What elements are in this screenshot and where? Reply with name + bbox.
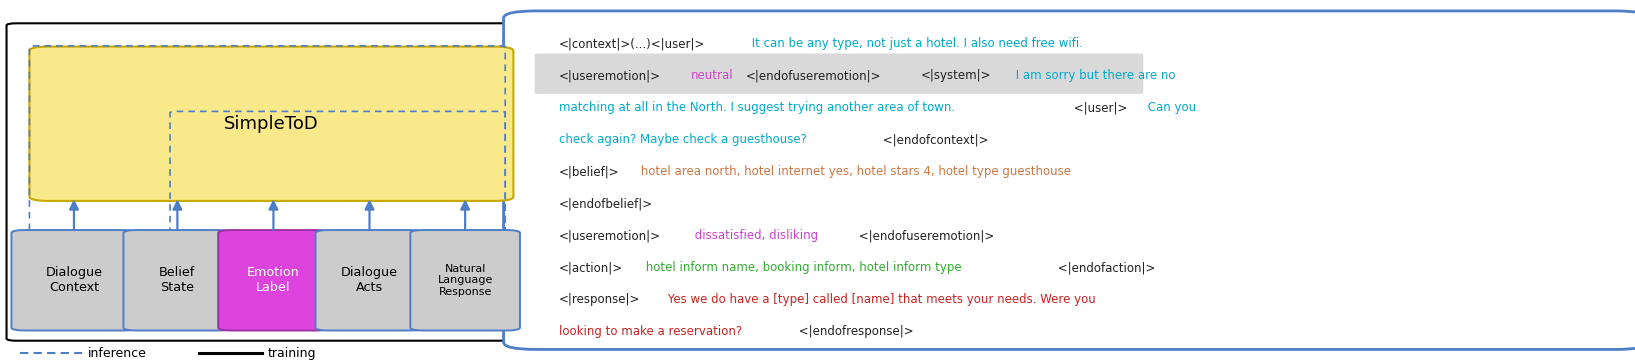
Text: <|endofresponse|>: <|endofresponse|> <box>796 325 914 339</box>
Text: <|belief|>: <|belief|> <box>559 165 620 178</box>
Text: Can you: Can you <box>1144 101 1197 114</box>
Text: inference: inference <box>88 347 147 360</box>
FancyBboxPatch shape <box>410 230 520 331</box>
FancyBboxPatch shape <box>7 23 525 341</box>
Text: <|endofaction|>: <|endofaction|> <box>1055 261 1156 274</box>
FancyBboxPatch shape <box>504 11 1635 349</box>
FancyBboxPatch shape <box>316 230 423 331</box>
Text: <|response|>: <|response|> <box>559 293 641 306</box>
Text: training: training <box>268 347 317 360</box>
Text: <|user|>: <|user|> <box>1071 101 1128 114</box>
Text: <|useremotion|>: <|useremotion|> <box>559 69 661 82</box>
FancyBboxPatch shape <box>535 54 1143 94</box>
Text: I am sorry but there are no: I am sorry but there are no <box>1012 69 1176 82</box>
Text: <|action|>: <|action|> <box>559 261 623 274</box>
Text: hotel inform name, booking inform, hotel inform type: hotel inform name, booking inform, hotel… <box>643 261 961 274</box>
Text: matching at all in the North. I suggest trying another area of town.: matching at all in the North. I suggest … <box>559 101 955 114</box>
Text: SimpleToD: SimpleToD <box>224 115 319 133</box>
Text: check again? Maybe check a guesthouse?: check again? Maybe check a guesthouse? <box>559 133 808 146</box>
Text: Yes we do have a [type] called [name] that meets your needs. Were you: Yes we do have a [type] called [name] th… <box>664 293 1095 306</box>
Text: Belief
State: Belief State <box>159 266 196 294</box>
Text: <|useremotion|>: <|useremotion|> <box>559 229 661 242</box>
Text: <|endofbelief|>: <|endofbelief|> <box>559 197 654 210</box>
Text: looking to make a reservation?: looking to make a reservation? <box>559 325 742 339</box>
FancyBboxPatch shape <box>29 47 513 201</box>
FancyBboxPatch shape <box>217 230 329 331</box>
Text: <|endofcontext|>: <|endofcontext|> <box>880 133 989 146</box>
Text: hotel area north, hotel internet yes, hotel stars 4, hotel type guesthouse: hotel area north, hotel internet yes, ho… <box>638 165 1071 178</box>
Text: Emotion
Label: Emotion Label <box>247 266 299 294</box>
Text: neutral: neutral <box>690 69 734 82</box>
Text: Dialogue
Context: Dialogue Context <box>46 266 103 294</box>
Text: <|system|>: <|system|> <box>921 69 991 82</box>
Text: Natural
Language
Response: Natural Language Response <box>438 264 492 297</box>
Text: <|endofuseremotion|>: <|endofuseremotion|> <box>855 229 994 242</box>
Text: dissatisfied, disliking: dissatisfied, disliking <box>690 229 818 242</box>
Text: Dialogue
Acts: Dialogue Acts <box>342 266 397 294</box>
Text: <|context|>(...)<|user|>: <|context|>(...)<|user|> <box>559 37 706 50</box>
FancyBboxPatch shape <box>11 230 136 331</box>
Text: It can be any type, not just a hotel. I also need free wifi.: It can be any type, not just a hotel. I … <box>749 37 1082 50</box>
FancyBboxPatch shape <box>123 230 231 331</box>
Text: <|endofuseremotion|>: <|endofuseremotion|> <box>746 69 881 82</box>
